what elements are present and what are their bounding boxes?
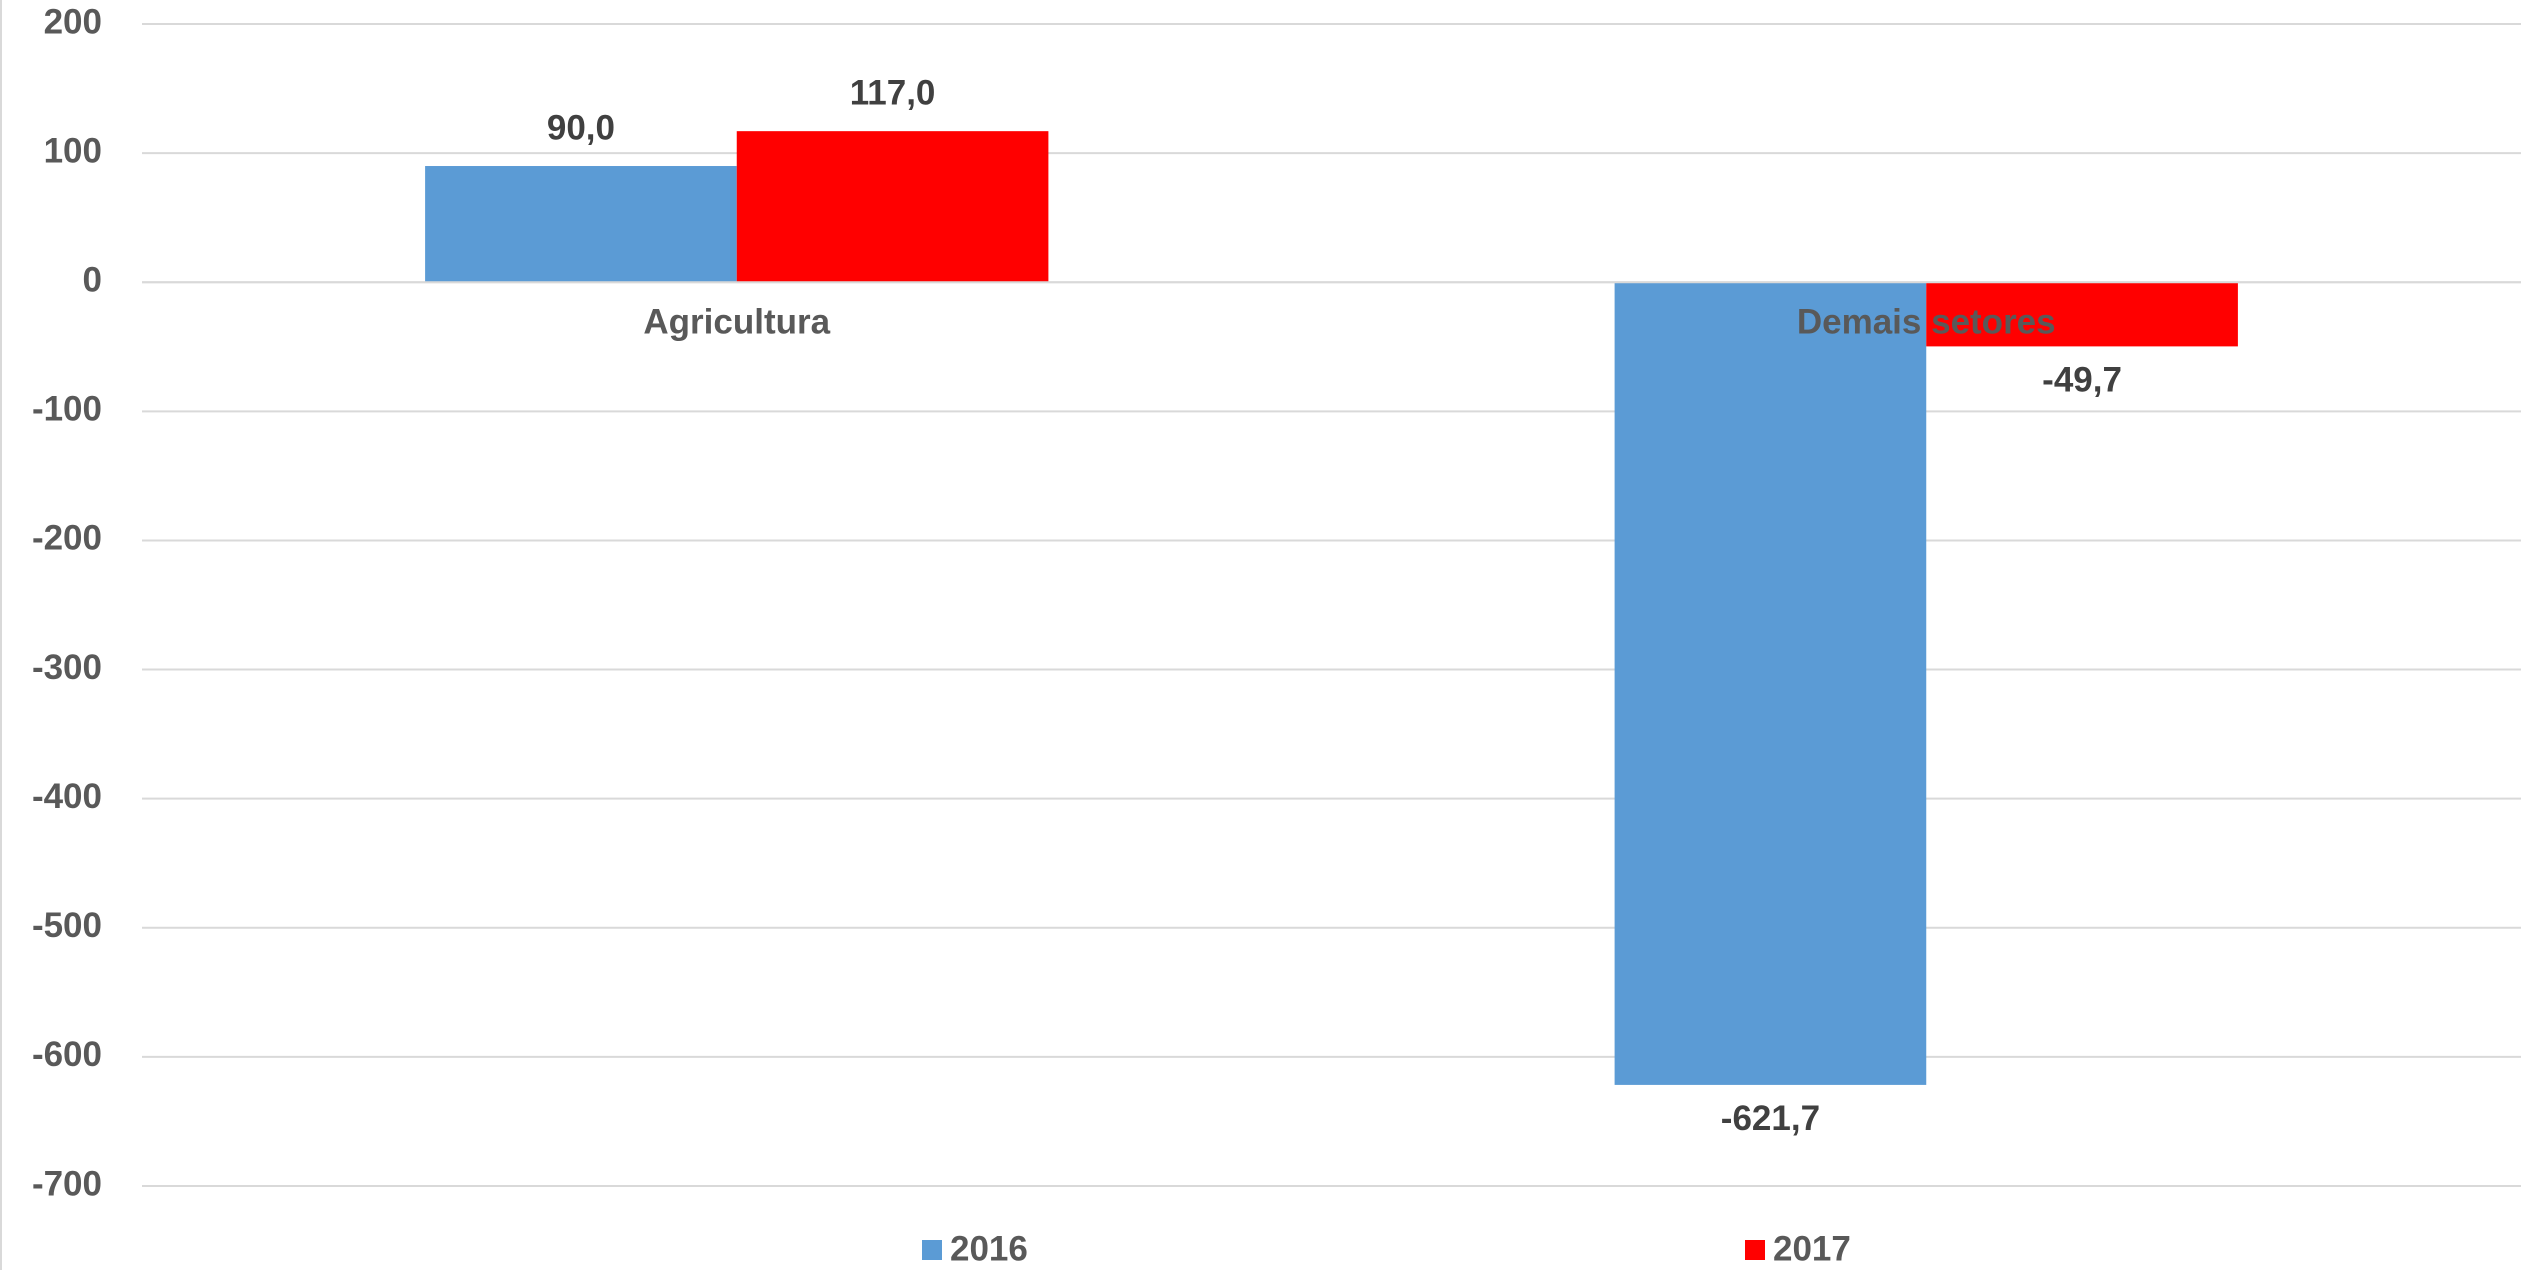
data-label: 117,0 [850,73,936,112]
y-tick-label: -200 [32,519,102,558]
y-tick-label: -100 [32,390,102,429]
y-tick-label: -500 [32,906,102,945]
data-label: 90,0 [547,108,615,147]
bar [1926,282,2238,347]
y-tick-label: -300 [32,648,102,687]
y-tick-label: 0 [83,260,102,299]
x-tick-label: Agricultura [643,302,830,341]
data-label: -49,7 [2042,361,2122,400]
x-tick-label: Demais setores [1797,302,2056,341]
y-tick-label: -400 [32,777,102,816]
y-tick-label: -700 [32,1164,102,1203]
legend-label: 2016 [950,1229,1028,1268]
y-tick-label: 200 [44,2,102,41]
y-tick-label: 100 [44,131,102,170]
y-tick-label: -600 [32,1035,102,1074]
legend-swatch [1745,1240,1765,1260]
bar [736,131,1049,283]
legend-label: 2017 [1773,1229,1851,1268]
legend-swatch [922,1240,942,1260]
bar [425,166,737,283]
data-label: -621,7 [1721,1099,1820,1138]
bar [1614,282,1927,1085]
